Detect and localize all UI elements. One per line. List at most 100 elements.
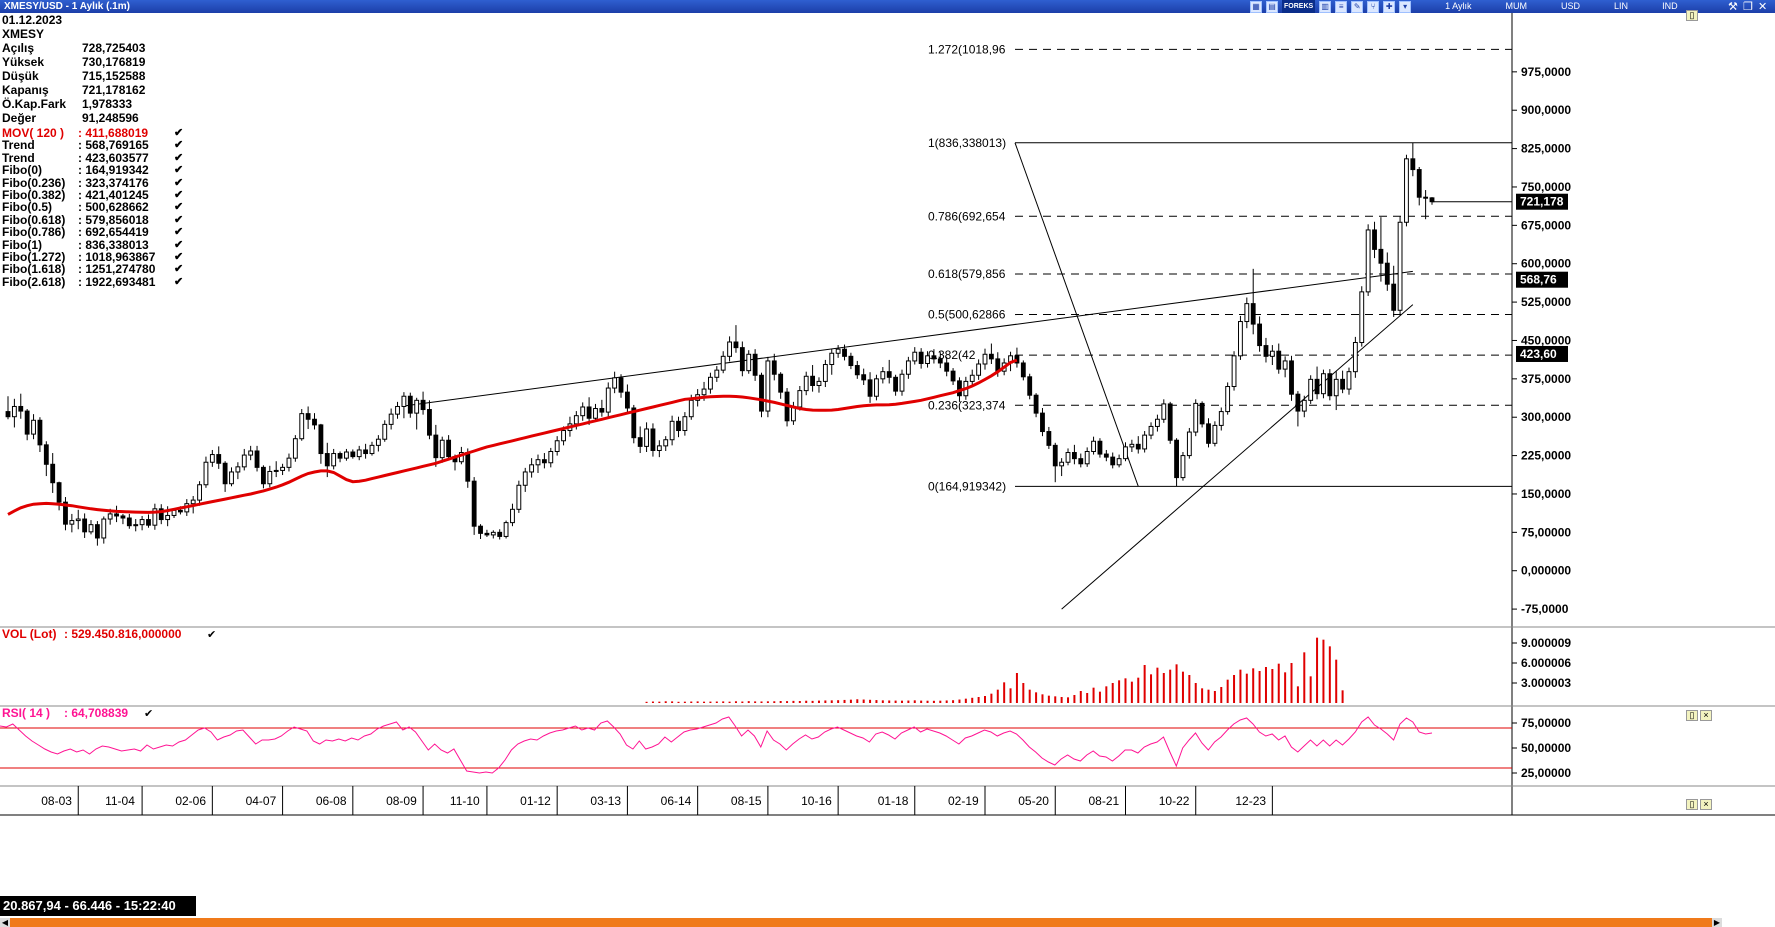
- fork-icon[interactable]: ⑂: [1367, 0, 1380, 13]
- candle: [414, 397, 420, 430]
- volume-bar: [1271, 669, 1274, 703]
- candle-body: [471, 480, 477, 527]
- candle: [1301, 395, 1307, 418]
- candle: [331, 448, 337, 470]
- candle: [1429, 197, 1435, 205]
- candle: [292, 435, 298, 462]
- time-tick-label: 02-06: [175, 794, 206, 808]
- indicator-check-icon[interactable]: ✔: [174, 251, 184, 263]
- menu-chart-type[interactable]: MUM: [1505, 1, 1528, 11]
- indicator-check-icon[interactable]: ✔: [174, 226, 184, 239]
- candle: [669, 415, 675, 446]
- candle: [720, 351, 726, 374]
- indicator-check-icon[interactable]: ✔: [174, 127, 184, 139]
- indicator-value: : 421,401245: [78, 188, 149, 202]
- candle: [1174, 438, 1179, 487]
- candle-body: [535, 459, 541, 466]
- candle-body: [516, 484, 522, 510]
- candle-body: [656, 445, 662, 451]
- rsi-close-icon[interactable]: ×: [1700, 799, 1712, 810]
- candle: [235, 462, 241, 480]
- candle-body: [1091, 440, 1096, 452]
- scroll-left-arrow-icon[interactable]: ◀: [0, 918, 10, 927]
- candle: [1333, 371, 1339, 411]
- candle-body: [254, 450, 260, 468]
- candle-body: [427, 409, 432, 436]
- pen-icon[interactable]: ✎: [1351, 0, 1364, 13]
- candle-body: [1384, 262, 1390, 285]
- volume-close-icon[interactable]: ×: [1700, 710, 1712, 721]
- candle-body: [433, 434, 439, 459]
- foreks-logo-icon[interactable]: FOREKS: [1282, 0, 1316, 13]
- candle: [446, 435, 452, 461]
- candle-body: [1148, 425, 1154, 436]
- time-tick-label: 02-19: [948, 794, 979, 808]
- menu-period[interactable]: 1 Aylık: [1445, 1, 1472, 11]
- candle: [356, 445, 362, 461]
- candle-body: [688, 399, 694, 418]
- candle: [114, 505, 119, 523]
- indicator-check-icon[interactable]: ✔: [174, 213, 184, 226]
- menu-currency[interactable]: USD: [1561, 1, 1581, 11]
- menu-scale[interactable]: LIN: [1614, 1, 1629, 11]
- info-row-close: Kapanış 721,178162: [2, 83, 146, 97]
- candle: [1384, 252, 1390, 291]
- crosshair-icon[interactable]: ✚: [1383, 0, 1396, 13]
- panel-restore-icon[interactable]: ▯: [1686, 10, 1698, 21]
- scroll-right-arrow-icon[interactable]: ▶: [1712, 918, 1722, 927]
- dropdown-icon[interactable]: ▾: [1399, 0, 1412, 13]
- volume-bar: [1022, 683, 1025, 703]
- chart-icon[interactable]: ▦: [1250, 0, 1262, 13]
- candle: [439, 436, 445, 463]
- candle-body: [644, 428, 649, 447]
- candle: [407, 392, 413, 418]
- indicator-check-icon[interactable]: ✔: [174, 151, 184, 164]
- candle: [1225, 382, 1231, 415]
- candle: [535, 454, 541, 473]
- candle: [248, 445, 254, 461]
- layout-icon[interactable]: ▥: [1319, 0, 1332, 13]
- indicator-check-icon[interactable]: ✔: [174, 201, 184, 214]
- candle-body: [1206, 423, 1211, 444]
- price-tick-label: 225,0000: [1521, 449, 1571, 463]
- volume-bar: [766, 701, 769, 703]
- horizontal-scrollbar[interactable]: ◀ ▶: [0, 918, 1722, 927]
- list-icon[interactable]: ≡: [1335, 0, 1348, 13]
- candle: [1078, 453, 1084, 468]
- candle: [880, 367, 886, 384]
- candle-body: [235, 466, 241, 473]
- candle-body: [420, 399, 426, 411]
- candle-body: [880, 371, 886, 380]
- wrench-icon[interactable]: ⚒: [1728, 1, 1738, 13]
- volume-bar: [1175, 664, 1178, 703]
- candle-body: [1059, 461, 1065, 467]
- indicator-check-icon[interactable]: ✔: [174, 176, 184, 189]
- menu-indicators[interactable]: IND: [1662, 1, 1678, 11]
- candle-body: [752, 353, 758, 376]
- indicator-label: Fibo(1): [2, 237, 42, 252]
- indicator-check-icon[interactable]: ✔: [174, 275, 184, 288]
- candle: [778, 372, 784, 399]
- candle-body: [912, 351, 918, 362]
- candle: [1212, 421, 1218, 447]
- candle-body: [286, 457, 292, 468]
- candle-body: [1212, 424, 1218, 444]
- candle-body: [1397, 221, 1403, 311]
- candle-body: [561, 430, 566, 442]
- indicator-check-icon[interactable]: ✔: [174, 164, 184, 177]
- indicator-check-icon[interactable]: ✔: [174, 238, 184, 251]
- volume-restore-icon[interactable]: ▯: [1686, 710, 1698, 721]
- volume-bar: [990, 693, 993, 703]
- indicator-check-icon[interactable]: ✔: [174, 139, 184, 152]
- restore-icon[interactable]: ❐: [1743, 1, 1753, 13]
- candle-body: [1142, 434, 1148, 450]
- rsi-tick-label: 25,00000: [1521, 766, 1571, 780]
- chart-canvas[interactable]: 975,0000 900,0000 825,0000 750,0000 675,0000…: [0, 13, 1775, 918]
- indicator-check-icon[interactable]: ✔: [174, 263, 184, 276]
- indicator-row: Fibo(1.618): 1251,274780 ✔: [2, 262, 183, 276]
- indicator-check-icon[interactable]: ✔: [174, 189, 184, 201]
- rsi-restore-icon[interactable]: ▯: [1686, 799, 1698, 810]
- calendar-icon[interactable]: ▤: [1266, 0, 1278, 13]
- close-icon[interactable]: ✕: [1758, 1, 1768, 13]
- candle: [401, 392, 407, 419]
